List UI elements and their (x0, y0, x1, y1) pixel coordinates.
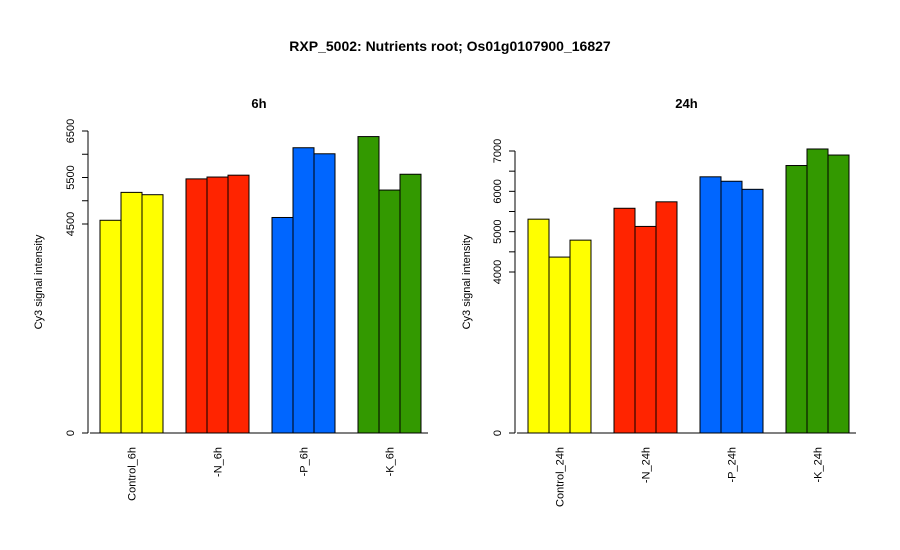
bar--K_6h-1 (357, 136, 380, 434)
bar-Control_6h-2 (120, 191, 143, 434)
bar--P_24h-1 (699, 176, 722, 434)
y-axis-label: Cy3 signal intensity (33, 234, 45, 329)
bar--K_6h-3 (399, 173, 422, 434)
x-tick-label: -N_24h (641, 447, 653, 483)
y-tick-label: 4500 (65, 212, 77, 236)
bar--P_6h-3 (313, 153, 336, 434)
y-tick-label: 0 (492, 430, 504, 436)
bar-Control_24h-2 (548, 256, 571, 434)
chart-panel-6h: 6h Cy3 signal intensity Control_6h -N_6h -P_… (33, 96, 428, 501)
panel-title: 6h (251, 96, 266, 111)
y-tick-label: 6500 (65, 119, 77, 143)
y-tick-label: 6000 (492, 179, 504, 203)
panel-title: 24h (675, 96, 697, 111)
y-axis-label: Cy3 signal intensity (461, 234, 473, 329)
bar--P_6h-2 (292, 147, 315, 434)
bar-Control_6h-3 (141, 194, 164, 434)
bar--K_24h-3 (827, 154, 850, 434)
x-tick-label: Control_6h (127, 447, 139, 501)
x-tick-label: -P_24h (727, 447, 739, 482)
bar--N_24h-2 (634, 225, 657, 434)
chart-panel-24h: 24h Cy3 signal intensity Control_24h -N_24h… (461, 96, 856, 507)
bar--P_24h-2 (720, 180, 743, 434)
chart-main-title: RXP_5002: Nutrients root; Os01g0107900_1… (289, 38, 611, 54)
bar--P_6h-1 (271, 216, 294, 434)
bar--N_6h-3 (227, 174, 250, 434)
y-tick-label: 4000 (492, 260, 504, 284)
y-tick-label: 7000 (492, 139, 504, 163)
y-tick-label: 5500 (65, 165, 77, 189)
bar--N_6h-2 (206, 176, 229, 434)
bar--K_6h-2 (378, 189, 401, 434)
x-tick-label: -K_24h (813, 447, 825, 482)
x-tick-label: -K_6h (385, 447, 397, 476)
bar--K_24h-2 (806, 148, 829, 434)
bar-Control_6h-1 (99, 219, 122, 434)
x-tick-label: Control_24h (555, 447, 567, 507)
bar--P_24h-3 (741, 188, 764, 434)
x-tick-label: -N_6h (213, 447, 225, 477)
bar--N_6h-1 (185, 178, 208, 434)
bar--N_24h-3 (655, 201, 678, 434)
x-tick-label: -P_6h (299, 447, 311, 476)
bar-Control_24h-1 (527, 218, 550, 434)
y-tick-label: 0 (65, 430, 77, 436)
bar--N_24h-1 (613, 207, 636, 434)
y-tick-label: 5000 (492, 219, 504, 243)
bar--K_24h-1 (785, 165, 808, 434)
bar-Control_24h-3 (569, 239, 592, 434)
